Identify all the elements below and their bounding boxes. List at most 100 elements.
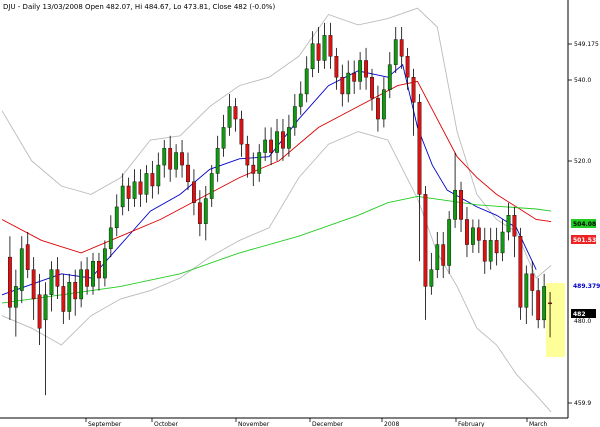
candle-body-69 [417,102,422,195]
candle-body-84 [506,215,511,233]
candle-body-44 [269,139,273,153]
candle-body-70 [423,194,428,287]
x-tick-label-3: December [312,421,344,427]
candle-body-30 [186,164,190,183]
candle-body-87 [524,273,529,308]
chart-title: DJU - Daily 13/03/2008 Open 482.07, Hi 4… [3,3,275,11]
x-tick-label-6: March [529,421,547,427]
price-badges: 504.08 501.53 489.379 482 [571,219,600,318]
candle-body-10 [67,282,72,312]
candle-body-76 [459,189,463,220]
price-badge-bg-0 [571,219,596,228]
bollinger-bands [1,7,552,413]
candle-body-29 [180,152,184,166]
candle-body-88 [530,273,535,291]
candle-body-50 [304,68,309,95]
candle-body-89 [536,290,541,321]
candle-body-20 [126,185,131,199]
candle-body-14 [91,261,95,287]
x-tick-label-0: September [88,421,122,427]
candle-body-83 [500,231,505,254]
candle-body-66 [399,39,404,57]
candle-body-17 [108,227,113,249]
candle-body-48 [292,106,297,128]
candle-body-5 [37,294,42,329]
candle-body-18 [114,206,119,229]
price-badge-label-2: 489.379 [573,283,600,290]
x-tick-label-4: 2008 [384,421,399,427]
candle-body-59 [358,60,363,82]
price-highlight-box [546,283,565,357]
series-line-2 [1,195,552,304]
candle-body-9 [61,286,66,312]
candle-body-90 [542,286,547,321]
candle-body-45 [275,131,279,153]
candle-body-31 [192,181,196,203]
candle-body-72 [435,244,440,270]
candle-body-12 [79,269,84,300]
candle-body-54 [328,35,333,57]
candle-body-35 [215,148,220,174]
candle-body-62 [376,97,380,120]
candle-body-25 [156,164,161,187]
candle-body-6 [43,294,48,321]
candle-body-82 [494,240,499,254]
candle-body-46 [281,131,285,149]
candle-body-36 [221,127,226,149]
candle-body-71 [429,269,434,287]
series-line-1 [1,80,552,254]
candle-body-53 [322,35,327,61]
candle-body-1 [13,286,18,308]
candle-body-16 [102,248,107,279]
candle-body-68 [411,77,416,103]
candle-body-52 [316,43,321,61]
candle-body-73 [441,244,446,266]
candle-body-23 [144,173,149,195]
candle-body-15 [97,261,101,279]
candle-body-43 [263,139,268,153]
candle-body-57 [346,72,351,95]
candle-body-79 [476,227,481,241]
candle-body-40 [245,143,250,166]
x-tick-label-2: November [238,421,270,427]
candle-body-28 [174,152,179,170]
x-tick-label-5: February [458,421,485,427]
price-badge-label-3: 482 [573,311,586,318]
candle-body-27 [168,148,173,170]
y-tick-label-0: 549.175 [574,41,599,48]
candle-body-67 [405,56,410,78]
candle-body-47 [286,127,291,149]
candle-body-7 [49,269,54,295]
candle-body-22 [138,181,143,195]
candle-body-91 [548,302,552,305]
x-tick-label-1: October [154,421,179,427]
candle-body-37 [227,106,232,128]
candle-body-64 [387,64,392,90]
candle-body-81 [488,240,493,262]
y-tick-label-1: 540.0 [574,77,591,84]
candle-body-32 [197,202,202,224]
candle-body-13 [85,269,89,287]
candle-body-61 [370,77,374,99]
price-badge-bg-1 [571,235,596,244]
price-badge-bg-2 [571,281,596,290]
candle-body-86 [518,235,523,308]
plot-frame [0,0,569,419]
price-badge-bg-3 [571,309,596,318]
candle-body-80 [482,240,487,262]
candle-body-60 [364,60,368,78]
candle-body-34 [209,173,214,199]
series-line-3 [1,7,552,279]
y-tick-label-3: 459.9 [574,400,591,407]
candle-body-63 [381,89,386,120]
candle-body-85 [512,215,517,237]
candles [8,22,552,396]
y-left-label-0: 480.0 [574,318,591,325]
candle-body-75 [453,189,457,220]
candle-body-78 [471,227,475,245]
candle-body-58 [352,72,357,82]
price-badge-label-1: 501.53 [573,237,596,244]
candle-body-41 [251,164,256,174]
